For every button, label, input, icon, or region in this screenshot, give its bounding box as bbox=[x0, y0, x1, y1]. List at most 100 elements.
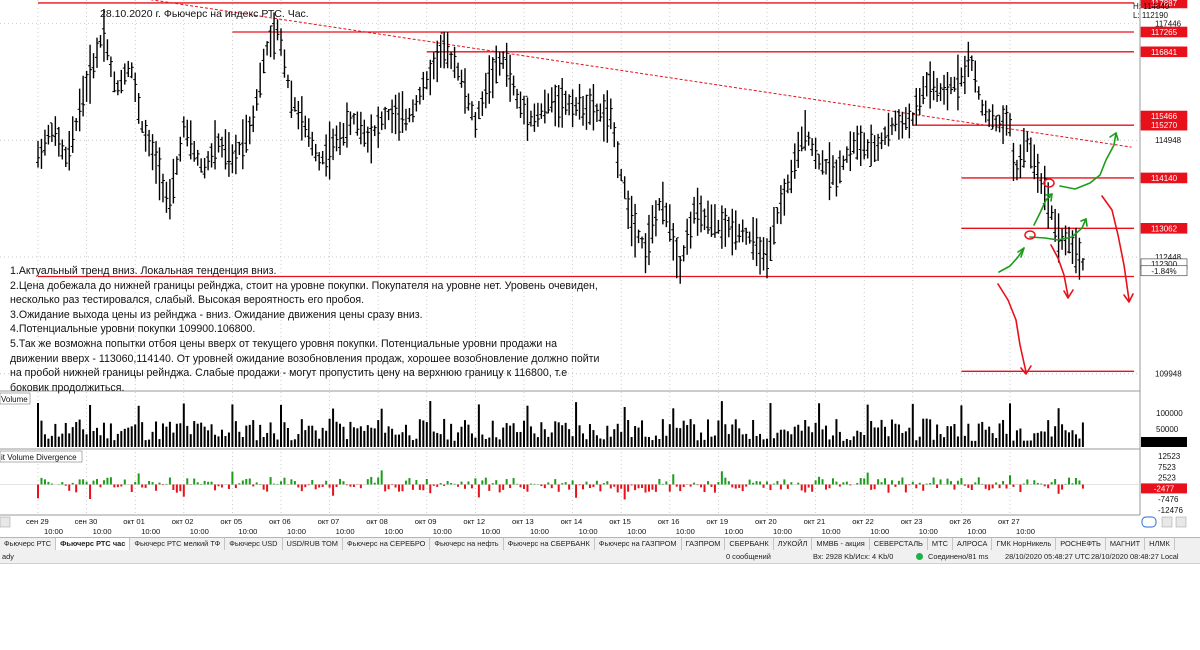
status-messages[interactable]: 0 сообщений bbox=[726, 552, 771, 561]
green-scenario-path bbox=[1029, 218, 1087, 241]
tab-rts-futures[interactable]: Фьючерс РТС bbox=[0, 538, 57, 550]
time-axis-hour: 10:00 bbox=[870, 527, 889, 536]
volume-title-box bbox=[0, 392, 31, 405]
time-axis-date: окт 27 bbox=[998, 517, 1020, 526]
status-connection: Соединено/81 ms bbox=[928, 552, 989, 561]
price-level-label-box bbox=[1140, 0, 1188, 9]
downtrend-line bbox=[149, 0, 1132, 148]
high-value: H: 114840 bbox=[1133, 2, 1170, 11]
time-axis-hour: 10:00 bbox=[384, 527, 403, 536]
divergence-panel-title: it Volume Divergence bbox=[1, 453, 77, 462]
price-level-label: 117265 bbox=[1151, 28, 1178, 37]
tab-gazprom[interactable]: ГАЗПРОМ bbox=[682, 538, 726, 550]
time-axis-date: окт 14 bbox=[561, 517, 583, 526]
tab-sber-futures[interactable]: Фьючерс на СБЕРБАНК bbox=[504, 538, 595, 550]
tab-rts-small-tf[interactable]: Фьючерс РТС мелкий ТФ bbox=[130, 538, 226, 550]
divergence-axis-tick: -7476 bbox=[1158, 495, 1179, 504]
divergence-title-box bbox=[0, 450, 83, 463]
time-axis-hour: 10:00 bbox=[481, 527, 500, 536]
note-line: 4.Потенциальные уровни покупки 109900.10… bbox=[10, 323, 256, 336]
price-level-label-box bbox=[1140, 223, 1188, 234]
tab-mts[interactable]: МТС bbox=[928, 538, 953, 550]
time-axis-date: окт 20 bbox=[755, 517, 777, 526]
divergence-axis-tick: -2477 bbox=[1154, 484, 1175, 493]
tab-rosneft[interactable]: РОСНЕФТЬ bbox=[1056, 538, 1106, 550]
time-axis-hour: 10:00 bbox=[676, 527, 695, 536]
price-level-label-box bbox=[1140, 46, 1188, 58]
tab-magnit[interactable]: МАГНИТ bbox=[1106, 538, 1146, 550]
divergence-current-box bbox=[1141, 483, 1187, 494]
status-local-time: 28/10/2020 08:48:27 Local bbox=[1091, 552, 1179, 561]
tab-gmk[interactable]: ГМК НорНикель bbox=[992, 538, 1057, 550]
time-axis-date: окт 26 bbox=[949, 517, 971, 526]
price-level-label-box bbox=[1140, 265, 1188, 277]
zoom-in-button bbox=[1175, 516, 1187, 528]
tab-usdrub-tom[interactable]: USD/RUB TOM bbox=[283, 538, 343, 550]
time-axis-hour: 10:00 bbox=[93, 527, 112, 536]
red-scenario-path bbox=[997, 283, 1027, 373]
tab-silver-futures[interactable]: Фьючерс на СЕРЕБРО bbox=[343, 538, 431, 550]
volume-axis-tick: 100000 bbox=[1156, 409, 1183, 418]
time-axis-hour: 10:00 bbox=[1016, 527, 1035, 536]
time-axis-date: окт 15 bbox=[609, 517, 631, 526]
status-bar: ady 0 сообщений Вх: 2928 Kb/Исх: 4 Kb/0 … bbox=[0, 550, 1200, 564]
green-arrow-head bbox=[1017, 247, 1025, 258]
divergence-axis-tick: -12476 bbox=[1158, 506, 1183, 515]
time-axis-hour: 10:00 bbox=[773, 527, 792, 536]
red-arrow-head bbox=[1063, 289, 1074, 299]
tab-severstal[interactable]: СЕВЕРСТАЛЬ bbox=[870, 538, 928, 550]
price-level-label: 115466 bbox=[1151, 112, 1178, 121]
time-axis-date: сен 30 bbox=[75, 517, 98, 526]
green-scenario-path bbox=[1033, 193, 1053, 226]
tab-lukoil[interactable]: ЛУКОЙЛ bbox=[774, 538, 813, 550]
note-line: движении вверх - 113060,114140. От уровн… bbox=[10, 352, 600, 365]
green-scenario-path bbox=[1059, 132, 1117, 190]
price-level-label: 112300 bbox=[1151, 260, 1178, 269]
price-axis-tick: 112448 bbox=[1155, 253, 1182, 262]
note-line: 1.Актуальный тренд вниз. Локальная тенде… bbox=[10, 265, 277, 277]
time-axis-hour: 10:00 bbox=[287, 527, 306, 536]
green-arrow-head bbox=[1080, 218, 1088, 227]
time-axis-date: окт 22 bbox=[852, 517, 874, 526]
volume-current-box bbox=[1141, 437, 1187, 447]
chart-title: 28.10.2020 г. Фьючерс на индекс РТС. Час… bbox=[100, 8, 309, 20]
time-axis-hour: 10:00 bbox=[141, 527, 160, 536]
time-axis-date: окт 05 bbox=[220, 517, 242, 526]
red-arrow-head bbox=[1020, 365, 1032, 375]
note-line: 2.Цена добежала до нижней границы рейндж… bbox=[10, 279, 598, 292]
time-axis-date: окт 06 bbox=[269, 517, 291, 526]
tab-mmvb[interactable]: ММВБ - акция bbox=[812, 538, 870, 550]
divergence-axis-tick: 7523 bbox=[1158, 463, 1176, 472]
price-level-label-box bbox=[1140, 26, 1188, 38]
note-line: 5.Так же возможна попытки отбоя цены вве… bbox=[10, 337, 557, 350]
tab-oil-futures[interactable]: Фьючерс на нефть bbox=[430, 538, 504, 550]
zoom-out-button bbox=[1161, 516, 1173, 528]
time-axis-date: окт 09 bbox=[415, 517, 437, 526]
status-utc-time: 28/10/2020 05:48:27 UTC bbox=[1005, 552, 1091, 561]
tab-gazprom-futures[interactable]: Фьючерс на ГАЗПРОМ bbox=[595, 538, 682, 550]
status-traffic: Вх: 2928 Kb/Исх: 4 Kb/0 bbox=[813, 552, 894, 561]
connection-status-icon bbox=[916, 553, 923, 560]
price-chart: Volume it Volume Divergence 117446 114948 11… bbox=[0, 0, 1188, 536]
time-axis-date: сен 29 bbox=[26, 517, 49, 526]
tab-sberbank[interactable]: СБЕРБАНК bbox=[725, 538, 774, 550]
time-axis-date: окт 12 bbox=[463, 517, 485, 526]
time-axis-hour: 10:00 bbox=[627, 527, 646, 536]
time-axis-hour: 10:00 bbox=[44, 527, 63, 536]
green-scenario-path bbox=[998, 247, 1025, 273]
price-level-label: 116841 bbox=[1151, 48, 1178, 57]
time-axis-hour: 10:00 bbox=[579, 527, 598, 536]
tab-rts-futures-hour[interactable]: Фьючерс РТС час bbox=[56, 538, 131, 550]
red-scenario-path bbox=[1101, 195, 1130, 301]
time-axis-hour: 10:00 bbox=[190, 527, 209, 536]
chart-tab-bar: Фьючерс РТС Фьючерс РТС час Фьючерс РТС … bbox=[0, 537, 1200, 551]
tab-alrosa[interactable]: АЛРОСА bbox=[953, 538, 993, 550]
red-arrow-head bbox=[1123, 293, 1134, 303]
green-arrow-head bbox=[1045, 193, 1053, 202]
tab-usd-futures[interactable]: Фьючерс USD bbox=[225, 538, 283, 550]
time-axis-date: окт 02 bbox=[172, 517, 194, 526]
note-line: боковик продолжиться. bbox=[10, 381, 125, 394]
divergence-axis-tick: 12523 bbox=[1158, 452, 1181, 461]
tab-nlmk[interactable]: НЛМК bbox=[1145, 538, 1175, 550]
time-axis-hour: 10:00 bbox=[919, 527, 938, 536]
